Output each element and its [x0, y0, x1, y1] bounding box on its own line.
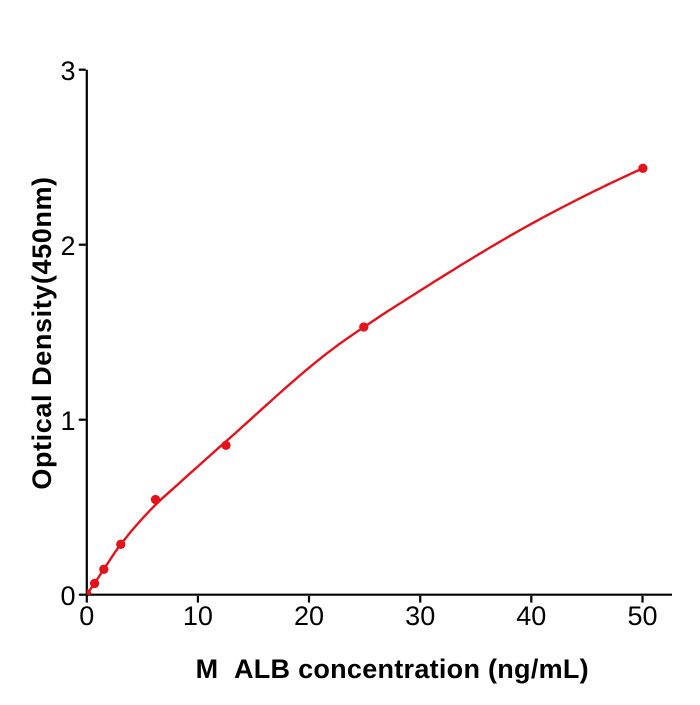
- svg-text:0: 0: [60, 581, 75, 611]
- svg-text:10: 10: [183, 601, 213, 631]
- svg-text:0: 0: [79, 601, 94, 631]
- svg-text:30: 30: [405, 601, 435, 631]
- svg-text:M ALB concentration (ng/mL): M ALB concentration (ng/mL): [196, 654, 589, 684]
- svg-text:1: 1: [60, 406, 75, 436]
- svg-text:2: 2: [60, 231, 75, 261]
- svg-text:3: 3: [60, 56, 75, 86]
- svg-text:50: 50: [627, 601, 657, 631]
- svg-text:20: 20: [294, 601, 324, 631]
- svg-text:40: 40: [516, 601, 546, 631]
- svg-text:Optical Density(450nm): Optical Density(450nm): [27, 176, 57, 489]
